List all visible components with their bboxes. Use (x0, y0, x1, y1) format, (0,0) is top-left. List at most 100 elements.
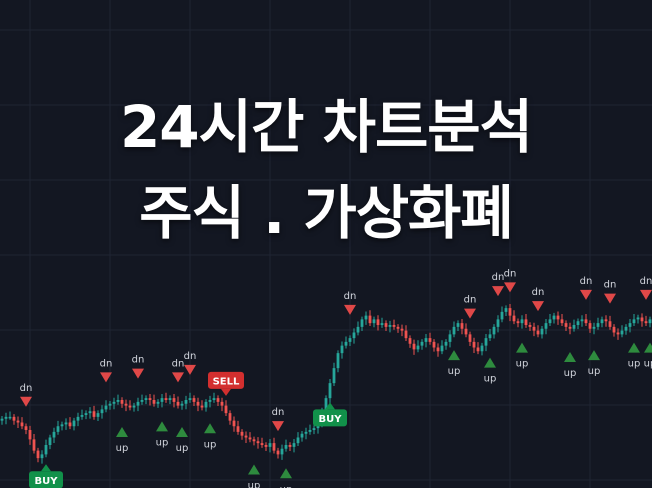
candle-up (332, 368, 336, 384)
candle-up (168, 398, 172, 400)
candle-up (184, 400, 188, 404)
up-label: up (204, 439, 217, 450)
buy-arrow-icon (41, 464, 51, 472)
up-label: up (176, 443, 189, 454)
candle-down (464, 328, 468, 335)
candle-down (528, 325, 532, 327)
down-arrow-icon (640, 289, 652, 300)
up-arrow-icon (564, 352, 576, 362)
candle-up (60, 424, 64, 427)
candle-up (268, 443, 272, 447)
up-label: up (448, 366, 461, 377)
candle-down (252, 439, 256, 442)
candle-down (28, 430, 32, 440)
candle-down (588, 323, 592, 329)
dn-label: dn (640, 276, 652, 287)
candle-down (644, 321, 648, 324)
up-arrow-icon (628, 342, 640, 353)
candle-down (460, 323, 464, 329)
candle-up (620, 330, 624, 335)
dn-label: dn (580, 276, 593, 287)
candle-down (536, 330, 540, 335)
up-label: up (280, 484, 293, 488)
candle-down (508, 308, 512, 316)
candle-down (400, 328, 404, 331)
candle-down (196, 401, 200, 406)
candle-up (572, 325, 576, 329)
candle-down (244, 435, 248, 438)
dn-label: dn (492, 272, 505, 283)
candle-up (416, 345, 420, 350)
candle-up (88, 411, 92, 414)
up-label: up (484, 374, 497, 385)
candle-down (568, 326, 572, 329)
candle-up (440, 345, 444, 352)
up-arrow-icon (248, 464, 260, 475)
candle-down (412, 343, 416, 350)
candle-down (120, 400, 124, 404)
candle-up (552, 315, 556, 320)
candle-up (388, 325, 392, 327)
candle-down (20, 422, 24, 427)
candle-up (8, 416, 12, 419)
candle-up (648, 319, 652, 324)
candle-up (96, 413, 100, 417)
candle-up (488, 334, 492, 339)
down-arrow-icon (172, 372, 184, 383)
dn-label: dn (344, 291, 357, 302)
up-arrow-icon (204, 423, 216, 434)
candle-down (556, 315, 560, 320)
candle-up (544, 323, 548, 329)
dn-label: dn (532, 287, 545, 298)
candle-down (256, 441, 260, 444)
buy-badge (29, 471, 63, 488)
candle-up (592, 326, 596, 329)
candle-up (180, 403, 184, 406)
candle-down (224, 405, 228, 414)
up-label: up (644, 359, 652, 370)
candle-down (228, 413, 232, 421)
candle-down (36, 450, 40, 459)
candle-up (580, 319, 584, 322)
candle-up (116, 400, 120, 402)
candle-up (104, 405, 108, 410)
candle-down (236, 426, 240, 432)
candle-down (128, 405, 132, 408)
candle-up (336, 353, 340, 369)
candle-down (640, 317, 644, 322)
candle-down (248, 437, 252, 440)
sell-label: SELL (213, 376, 240, 387)
down-arrow-icon (132, 368, 144, 379)
candle-down (584, 319, 588, 324)
up-label: up (564, 368, 577, 379)
candle-up (40, 454, 44, 459)
buy-label: BUY (35, 476, 59, 487)
candle-down (436, 347, 440, 352)
candle-up (328, 383, 332, 399)
candle-up (304, 431, 308, 434)
down-arrow-icon (100, 372, 112, 383)
down-arrow-icon (580, 289, 592, 300)
candle-down (232, 420, 236, 427)
candle-up (352, 332, 356, 339)
up-label: up (628, 359, 641, 370)
candle-up (340, 345, 344, 354)
candle-up (632, 319, 636, 324)
candle-down (272, 443, 276, 451)
candle-up (448, 334, 452, 342)
up-arrow-icon (484, 357, 496, 368)
up-label: up (156, 437, 169, 448)
candle-up (576, 321, 580, 325)
up-arrow-icon (156, 421, 168, 432)
candle-up (356, 326, 360, 333)
candle-up (492, 326, 496, 335)
candle-down (12, 416, 16, 421)
candle-up (48, 437, 52, 445)
candle-up (284, 445, 288, 449)
candle-up (296, 437, 300, 444)
candle-down (512, 315, 516, 322)
candle-up (596, 323, 600, 327)
down-arrow-icon (464, 308, 476, 319)
candle-down (172, 398, 176, 402)
